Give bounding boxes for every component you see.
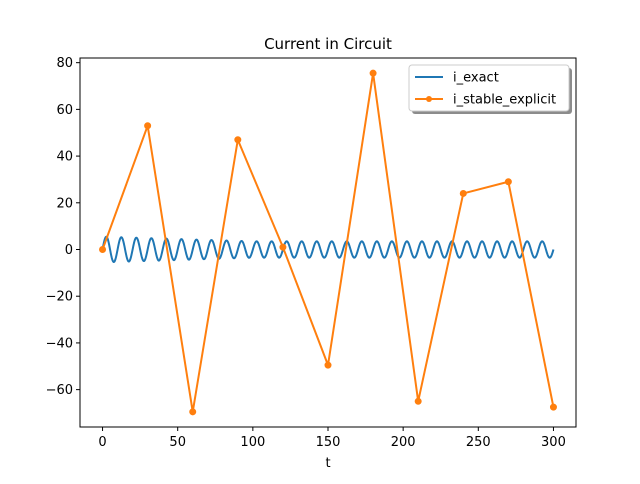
data-point-i-stable-explicit bbox=[459, 189, 467, 197]
x-tick-label: 150 bbox=[316, 435, 341, 450]
legend-marker bbox=[426, 96, 432, 102]
y-tick-label: 40 bbox=[56, 150, 73, 165]
x-tick-label: 300 bbox=[541, 435, 566, 450]
data-point-i-stable-explicit bbox=[189, 408, 197, 416]
x-tick-label: 250 bbox=[466, 435, 491, 450]
y-tick-label: 0 bbox=[65, 243, 73, 258]
legend-label: i_exact bbox=[453, 71, 499, 86]
data-point-i-stable-explicit bbox=[549, 403, 557, 411]
x-tick-label: 0 bbox=[98, 435, 106, 450]
data-point-i-stable-explicit bbox=[279, 243, 287, 251]
data-point-i-stable-explicit bbox=[504, 178, 512, 186]
y-tick-label: 80 bbox=[56, 56, 73, 71]
y-tick-label: 60 bbox=[56, 103, 73, 118]
data-point-i-stable-explicit bbox=[369, 69, 377, 77]
x-tick-label: 50 bbox=[169, 435, 186, 450]
y-tick-label: −20 bbox=[46, 290, 73, 305]
legend-box bbox=[408, 64, 570, 112]
y-tick-label: −60 bbox=[46, 383, 73, 398]
axes: 0 50 100 150 200 250 300 −60 −40 −20 0 20 40 60 80 bbox=[46, 56, 577, 450]
data-point-i-stable-explicit bbox=[234, 136, 242, 144]
legend: i_exact i_stable_explicit bbox=[408, 64, 572, 114]
x-tick-label: 200 bbox=[391, 435, 416, 450]
chart-title: Current in Circuit bbox=[264, 35, 392, 53]
data-point-i-stable-explicit bbox=[144, 122, 152, 130]
data-point-i-stable-explicit bbox=[99, 246, 107, 254]
data-point-i-stable-explicit bbox=[324, 361, 332, 369]
y-tick-label: 20 bbox=[56, 196, 73, 211]
x-axis-label: t bbox=[325, 456, 330, 471]
plot-area bbox=[99, 69, 557, 416]
data-point-i-stable-explicit bbox=[414, 397, 422, 405]
y-tick-label: −40 bbox=[46, 336, 73, 351]
x-tick-label: 100 bbox=[240, 435, 265, 450]
legend-label: i_stable_explicit bbox=[453, 93, 556, 108]
series-line-i-exact bbox=[101, 235, 555, 263]
